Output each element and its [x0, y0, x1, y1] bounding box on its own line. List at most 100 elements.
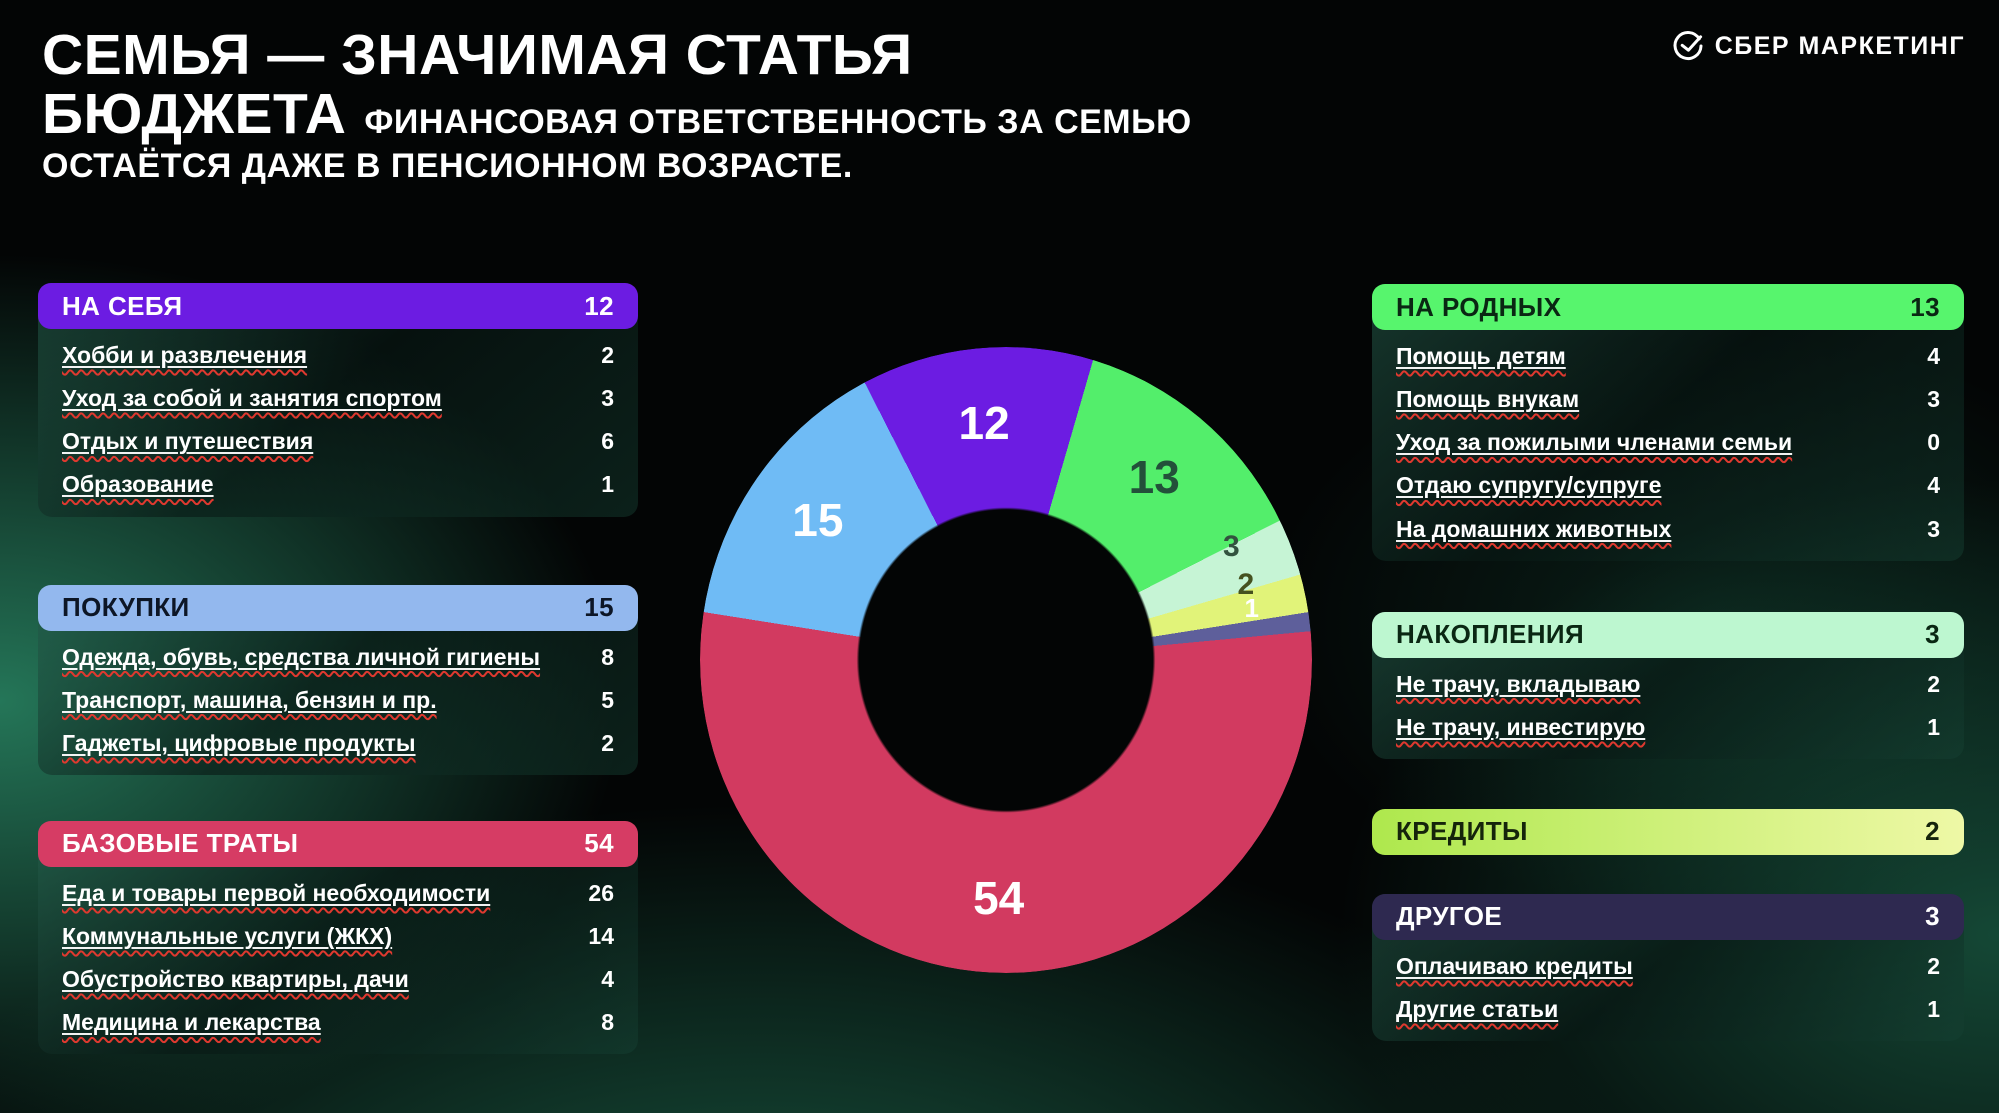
- card-title: НА РОДНЫХ: [1396, 291, 1562, 322]
- donut-chart: 12 13 3 2 1 54 15: [700, 347, 1312, 973]
- card-items: Помощь детям 4 Помощь внукам 3 Уход за п…: [1372, 330, 1964, 561]
- item-value: 1: [1927, 713, 1940, 740]
- item-value: 6: [601, 428, 614, 455]
- subtitle-line-2: ОСТАЁТСЯ ДАЖЕ В ПЕНСИОННОМ ВОЗРАСТЕ.: [42, 146, 853, 185]
- donut-segment-label: 1: [1244, 592, 1259, 623]
- item-value: 3: [1927, 386, 1940, 413]
- donut-segment-label: 3: [1222, 530, 1240, 564]
- card-title: БАЗОВЫЕ ТРАТЫ: [62, 828, 299, 859]
- item-label: Помощь внукам: [1396, 386, 1580, 413]
- title-word-budget: БЮДЖЕТА: [42, 82, 347, 147]
- card-item-row: Коммунальные услуги (ЖКХ) 14: [62, 915, 614, 958]
- item-label: Уход за собой и занятия спортом: [62, 385, 442, 412]
- card-total-value: 2: [1925, 816, 1940, 847]
- donut-ring: [700, 347, 1312, 973]
- card-item-row: Отдых и путешествия 6: [62, 420, 614, 463]
- donut-segment-label: 15: [792, 494, 844, 547]
- item-label: Коммунальные услуги (ЖКХ): [62, 923, 393, 949]
- item-value: 5: [601, 686, 614, 713]
- item-value: 2: [1927, 952, 1940, 979]
- card-header: КРЕДИТЫ 2: [1372, 808, 1964, 855]
- right-card-column: НА РОДНЫХ 13 Помощь детям 4 Помощь внука…: [1372, 284, 1964, 1042]
- item-value: 8: [601, 1009, 614, 1036]
- card-items: Оплачиваю кредиты 2 Другие статьи 1: [1372, 940, 1964, 1041]
- item-value: 3: [601, 385, 614, 412]
- card-items: Хобби и развлечения 2 Уход за собой и за…: [38, 329, 638, 517]
- item-value: 3: [1927, 515, 1940, 542]
- title-line-2: БЮДЖЕТА ФИНАНСОВАЯ ОТВЕТСТВЕННОСТЬ ЗА СЕ…: [42, 82, 1192, 147]
- category-card: КРЕДИТЫ 2: [1372, 808, 1964, 855]
- card-header: ПОКУПКИ 15: [38, 584, 638, 631]
- card-item-row: Уход за пожилыми членами семьи 0: [1396, 421, 1940, 464]
- card-item-row: Хобби и развлечения 2: [62, 334, 614, 377]
- card-item-row: Образование 1: [62, 463, 614, 506]
- card-item-row: Отдаю супругу/супруге 4: [1396, 464, 1940, 507]
- card-item-row: Помощь детям 4: [1396, 335, 1940, 378]
- card-title: НА СЕБЯ: [62, 290, 183, 321]
- item-value: 2: [601, 342, 614, 368]
- donut-labels: 12 13 3 2 1 54 15: [700, 347, 1312, 973]
- donut-segment-label: 13: [1128, 450, 1180, 503]
- page-title: СЕМЬЯ — ЗНАЧИМАЯ СТАТЬЯ БЮДЖЕТА ФИНАНСОВ…: [42, 23, 1192, 185]
- donut-segment-label: 54: [973, 871, 1025, 924]
- item-label: Помощь детям: [1396, 343, 1566, 369]
- card-total-value: 13: [1910, 291, 1940, 322]
- card-title: ПОКУПКИ: [62, 592, 190, 622]
- card-header: НАКОПЛЕНИЯ 3: [1372, 611, 1964, 658]
- category-card: НА СЕБЯ 12 Хобби и развлечения 2 Уход за…: [38, 283, 638, 517]
- item-label: Одежда, обувь, средства личной гигиены: [62, 643, 541, 670]
- item-value: 2: [1927, 670, 1940, 697]
- category-card: НА РОДНЫХ 13 Помощь детям 4 Помощь внука…: [1372, 284, 1964, 561]
- card-total-value: 15: [584, 592, 614, 622]
- card-header: БАЗОВЫЕ ТРАТЫ 54: [38, 820, 638, 867]
- item-label: На домашних животных: [1396, 515, 1672, 542]
- card-item-row: Другие статьи 1: [1396, 988, 1940, 1031]
- card-item-row: Не трачу, инвестирую 1: [1396, 706, 1940, 749]
- card-total-value: 3: [1925, 901, 1940, 932]
- item-label: Медицина и лекарства: [62, 1009, 321, 1036]
- card-item-row: Медицина и лекарства 8: [62, 1001, 614, 1044]
- card-title: КРЕДИТЫ: [1396, 816, 1528, 847]
- card-items: Еда и товары первой необходимости 26 Ком…: [38, 867, 638, 1055]
- item-value: 1: [1927, 996, 1940, 1022]
- sber-check-circle-icon: [1672, 30, 1704, 62]
- brand-logo: СБЕР МАРКЕТИНГ: [1672, 30, 1965, 62]
- card-title: ДРУГОЕ: [1396, 901, 1503, 932]
- item-label: Не трачу, вкладываю: [1396, 670, 1641, 697]
- title-line-1: СЕМЬЯ — ЗНАЧИМАЯ СТАТЬЯ: [42, 23, 913, 87]
- item-value: 8: [601, 643, 614, 670]
- item-value: 0: [1927, 429, 1940, 456]
- item-value: 4: [601, 966, 614, 993]
- card-total-value: 3: [1925, 619, 1940, 650]
- category-card: НАКОПЛЕНИЯ 3 Не трачу, вкладываю 2 Не тр…: [1372, 611, 1964, 759]
- item-label: Не трачу, инвестирую: [1396, 713, 1646, 740]
- item-value: 1: [601, 471, 614, 498]
- item-value: 4: [1927, 472, 1940, 499]
- card-header: НА СЕБЯ 12: [38, 283, 638, 329]
- card-item-row: Уход за собой и занятия спортом 3: [62, 377, 614, 420]
- card-total-value: 12: [584, 290, 614, 321]
- item-label: Еда и товары первой необходимости: [62, 879, 491, 906]
- card-title: НАКОПЛЕНИЯ: [1396, 619, 1585, 650]
- left-card-column: НА СЕБЯ 12 Хобби и развлечения 2 Уход за…: [38, 283, 638, 1055]
- card-item-row: Гаджеты, цифровые продукты 2: [62, 722, 614, 765]
- item-label: Уход за пожилыми членами семьи: [1396, 429, 1793, 456]
- card-item-row: Обустройство квартиры, дачи 4: [62, 958, 614, 1001]
- category-card: ПОКУПКИ 15 Одежда, обувь, средства лично…: [38, 584, 638, 775]
- card-item-row: Оплачиваю кредиты 2: [1396, 945, 1940, 988]
- item-label: Отдаю супругу/супруге: [1396, 472, 1662, 499]
- card-item-row: Еда и товары первой необходимости 26: [62, 872, 614, 915]
- item-value: 14: [588, 923, 614, 949]
- donut-segment-label: 2: [1237, 567, 1255, 601]
- item-value: 2: [601, 729, 614, 756]
- card-header: НА РОДНЫХ 13: [1372, 284, 1964, 330]
- card-item-row: Помощь внукам 3: [1396, 378, 1940, 421]
- card-header: ДРУГОЕ 3: [1372, 893, 1964, 940]
- item-label: Оплачиваю кредиты: [1396, 952, 1633, 979]
- category-card: ДРУГОЕ 3 Оплачиваю кредиты 2 Другие стат…: [1372, 893, 1964, 1042]
- category-card: БАЗОВЫЕ ТРАТЫ 54 Еда и товары первой нео…: [38, 820, 638, 1055]
- card-item-row: Транспорт, машина, бензин и пр. 5: [62, 679, 614, 722]
- item-label: Хобби и развлечения: [62, 342, 308, 368]
- card-item-row: Одежда, обувь, средства личной гигиены 8: [62, 636, 614, 679]
- card-total-value: 54: [584, 828, 614, 859]
